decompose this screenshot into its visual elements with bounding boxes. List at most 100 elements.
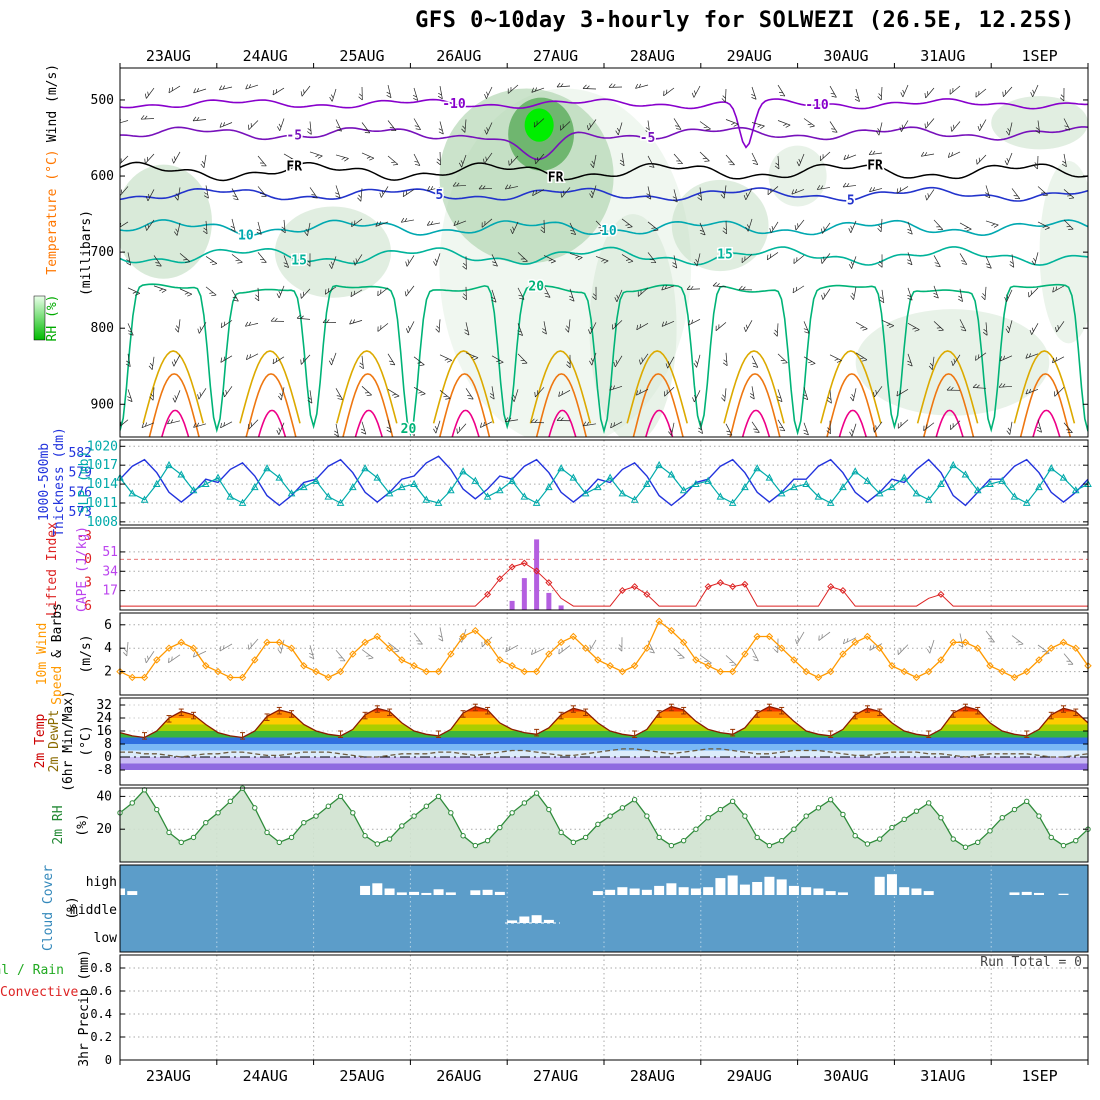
slp-marker bbox=[532, 498, 541, 506]
pressure-tick: 600 bbox=[91, 169, 114, 184]
slp-marker bbox=[765, 473, 774, 481]
slp-marker bbox=[483, 492, 492, 500]
contour-labels: -10 -10 -5 -5 FR FR FR 5 5 10 10 15 15 20 20 bbox=[237, 95, 885, 438]
li-marker bbox=[496, 575, 504, 583]
pressure-tick: 500 bbox=[91, 93, 114, 108]
contour-label: 15 bbox=[291, 254, 307, 269]
pressure-tick: 900 bbox=[91, 397, 114, 412]
cloud-bar-high bbox=[1009, 892, 1020, 895]
slp-marker bbox=[790, 482, 798, 491]
rh-marker bbox=[350, 810, 356, 816]
rh-marker bbox=[1073, 837, 1079, 844]
slp-tick: 1017 bbox=[87, 458, 118, 473]
li-marker bbox=[520, 559, 528, 567]
cloud-bar-high bbox=[825, 891, 836, 895]
wind-speed-marker bbox=[912, 673, 921, 682]
isotherm-arc bbox=[1032, 409, 1061, 437]
cloud-bar-middle bbox=[507, 920, 518, 923]
date-label-bottom: 28AUG bbox=[630, 1067, 675, 1085]
rh-marker bbox=[386, 836, 393, 842]
rh-marker bbox=[791, 826, 797, 832]
cloud-bar-high bbox=[1021, 891, 1032, 895]
isotherm-arc bbox=[935, 409, 964, 437]
isotherm-arc bbox=[148, 373, 200, 437]
wind-speed-marker bbox=[753, 632, 761, 641]
li-marker bbox=[839, 586, 847, 594]
axis-title: (6hr Min/Max) bbox=[61, 690, 76, 792]
cape-tick: 51 bbox=[102, 545, 118, 560]
axis-title: (°C) bbox=[79, 725, 94, 756]
li-marker bbox=[716, 579, 724, 587]
cloud-bar-high bbox=[911, 888, 922, 895]
isotherm-arc bbox=[342, 373, 394, 437]
isotherm-arc bbox=[1019, 373, 1072, 437]
cloud-bar-high bbox=[482, 889, 493, 895]
wind-speed-marker bbox=[1072, 644, 1080, 652]
isotherm-arc bbox=[239, 350, 301, 424]
cloud-bar-high bbox=[813, 888, 824, 895]
rh-marker bbox=[472, 842, 479, 849]
slp-marker bbox=[520, 492, 529, 500]
wind-speed-marker bbox=[287, 644, 296, 652]
isotherm-line bbox=[120, 246, 1088, 266]
rh-marker bbox=[497, 824, 503, 831]
slp-marker bbox=[777, 489, 786, 497]
isotherm-arc bbox=[535, 373, 588, 437]
wind-speed-marker bbox=[594, 656, 602, 664]
slp-marker bbox=[986, 479, 994, 487]
cape-bar bbox=[509, 600, 515, 610]
slp-marker bbox=[250, 482, 259, 491]
rh-shading-blob bbox=[120, 164, 212, 279]
isotherm-arc bbox=[451, 409, 480, 437]
rh-marker bbox=[705, 815, 711, 821]
wind-speed-marker bbox=[888, 662, 896, 670]
wind-speed-marker bbox=[140, 673, 149, 682]
cloud-bar-high bbox=[874, 876, 885, 895]
cloud-bar-high bbox=[727, 875, 738, 895]
li-marker bbox=[618, 586, 626, 594]
slp-marker bbox=[655, 460, 663, 469]
isotherm-arc bbox=[438, 373, 491, 437]
rh-marker bbox=[852, 833, 858, 839]
slp-marker bbox=[826, 498, 835, 506]
isotherm-arc bbox=[257, 409, 287, 437]
rh-marker bbox=[815, 805, 822, 811]
slp-marker bbox=[973, 486, 982, 494]
rh-marker bbox=[644, 813, 650, 819]
wind-speed-marker bbox=[226, 673, 234, 682]
cloud-bar-high bbox=[764, 876, 775, 895]
rh-marker bbox=[484, 837, 491, 844]
thickness-line bbox=[119, 455, 1089, 507]
cloud-row-label: low bbox=[94, 931, 118, 946]
wind-speed-marker bbox=[1023, 667, 1031, 676]
wind-speed-marker bbox=[851, 638, 859, 647]
wind-speed-marker bbox=[471, 626, 480, 635]
cloud-bar-high bbox=[445, 892, 456, 895]
li-marker bbox=[533, 567, 541, 575]
rh-marker bbox=[411, 813, 417, 819]
slp-tick: 1014 bbox=[87, 477, 118, 492]
wind-speed-marker bbox=[177, 638, 185, 647]
slp-tick: 1011 bbox=[87, 496, 118, 511]
cloud-bar-high bbox=[703, 887, 714, 895]
isotherm-line bbox=[120, 126, 1088, 161]
wind-speed-marker bbox=[532, 667, 541, 676]
slp-marker bbox=[361, 464, 369, 472]
axis-title: Lifted Index bbox=[45, 522, 60, 616]
axis-title: 2m Temp bbox=[33, 713, 48, 768]
slp-marker bbox=[348, 482, 357, 491]
cloud-bar-high bbox=[384, 888, 395, 895]
isotherm-arc bbox=[645, 409, 674, 437]
rh-marker bbox=[129, 800, 135, 806]
slp-marker bbox=[1010, 492, 1019, 500]
wind-speed-marker bbox=[189, 644, 198, 652]
isotherm-arc bbox=[354, 409, 383, 437]
li-marker bbox=[741, 580, 749, 588]
slp-marker bbox=[508, 476, 516, 484]
wind-speed-marker bbox=[839, 650, 847, 658]
wind-speed-marker bbox=[765, 632, 774, 641]
cloud-bar-high bbox=[433, 889, 444, 895]
wind-speed-marker bbox=[165, 644, 173, 652]
slp-marker bbox=[949, 460, 958, 469]
